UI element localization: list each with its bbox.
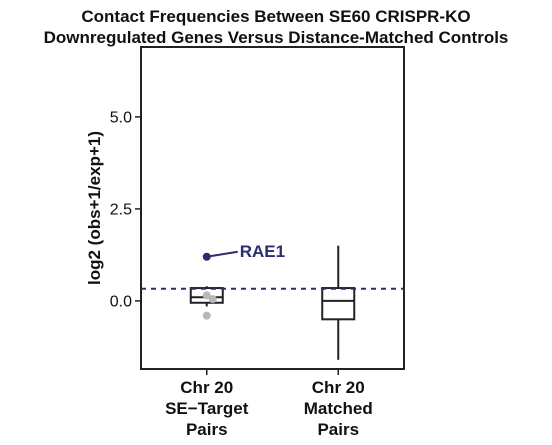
y-tick-label-0: 0.0 (110, 293, 132, 310)
plot-panel (140, 46, 405, 370)
x-tick-label-1-0: Chr 20 (312, 378, 365, 397)
x-tick-label-1-2: Pairs (317, 420, 359, 439)
chart-title-line-2: Downregulated Genes Versus Distance-Matc… (43, 28, 509, 47)
data-point-0 (202, 291, 211, 300)
y-tick-label-1: 2.5 (110, 201, 132, 218)
x-tick-label-0-0: Chr 20 (180, 378, 233, 397)
y-tick-label-2: 5.0 (110, 109, 132, 126)
annotation-label: RAE1 (240, 242, 285, 261)
data-point-1 (208, 295, 217, 304)
chart-title-line-1: Contact Frequencies Between SE60 CRISPR-… (81, 7, 471, 26)
annotation-connector (206, 250, 238, 258)
x-tick-label-1-1: Matched (304, 399, 373, 418)
data-point-2 (202, 311, 211, 320)
x-tick-label-0-1: SE−Target (165, 399, 249, 418)
y-axis-label: log2 (obs+1/exp+1) (85, 131, 104, 285)
box-1-iqr (321, 287, 356, 321)
x-tick-label-0-2: Pairs (186, 420, 228, 439)
chart-title: Contact Frequencies Between SE60 CRISPR-… (0, 6, 552, 48)
